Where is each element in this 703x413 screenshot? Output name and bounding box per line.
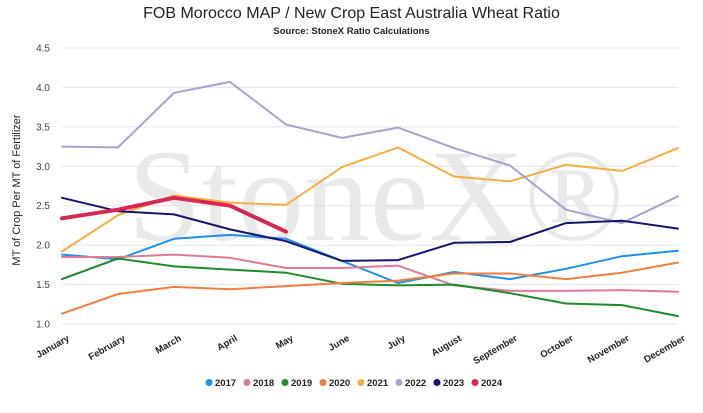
series-line-2024[interactable] (60, 195, 288, 234)
legend-label-2024[interactable]: 2024 (481, 378, 503, 389)
chart-subtitle: Source: StoneX Ratio Calculations (273, 26, 430, 37)
y-tick-label: 3.5 (36, 122, 50, 133)
x-tick-label: June (327, 333, 352, 354)
series-line-2022[interactable] (61, 80, 679, 225)
legend-marker-2020[interactable] (319, 379, 327, 386)
x-tick-label: September (471, 333, 519, 367)
y-axis-label: MT of Crop Per MT of Fertilizer (11, 114, 23, 266)
y-tick-label: 2.5 (36, 201, 50, 212)
x-tick-label: October (538, 333, 575, 361)
x-tick-label: August (430, 333, 465, 359)
legend[interactable]: 2017 2018 2019 2020 2021 2022 2023 2024 (205, 378, 503, 389)
y-tick-label: 1.5 (36, 280, 50, 291)
legend-marker-2022[interactable] (395, 379, 403, 386)
legend-marker-2023[interactable] (433, 379, 441, 386)
legend-label-2019[interactable]: 2019 (291, 378, 312, 389)
stonex-watermark: StoneX® (128, 122, 624, 269)
y-tick-label: 2.0 (36, 241, 50, 252)
y-tick-label: 3.0 (36, 162, 50, 173)
gridlines (62, 47, 678, 325)
legend-marker-2024[interactable] (471, 379, 479, 386)
legend-marker-2019[interactable] (281, 379, 289, 386)
legend-label-2017[interactable]: 2017 (215, 378, 236, 389)
series-line-2017[interactable] (61, 233, 679, 284)
x-tick-label: March (154, 333, 184, 357)
x-tick-label: February (87, 333, 128, 363)
legend-label-2022[interactable]: 2022 (405, 378, 426, 389)
x-tick-label: December (642, 333, 688, 366)
x-axis-ticks: January February March April May June July Augu… (34, 333, 687, 367)
series-line-2023[interactable] (61, 196, 679, 262)
legend-marker-2021[interactable] (357, 379, 365, 386)
chart-title: FOB Morocco MAP / New Crop East Australi… (143, 5, 560, 22)
series-line-2019[interactable] (61, 257, 679, 318)
legend-label-2020[interactable]: 2020 (329, 378, 350, 389)
legend-label-2018[interactable]: 2018 (253, 378, 274, 389)
series-line-2020[interactable] (61, 261, 679, 315)
x-tick-label: July (386, 333, 409, 352)
x-tick-label: April (215, 333, 239, 353)
y-tick-label: 1.0 (36, 320, 50, 331)
y-tick-label: 4.5 (36, 44, 50, 55)
series-lines (60, 80, 679, 318)
series-line-2018[interactable] (61, 253, 679, 293)
legend-marker-2017[interactable] (205, 379, 213, 386)
legend-label-2021[interactable]: 2021 (367, 378, 389, 389)
y-axis-ticks: 1.0 1.5 2.0 2.5 3.0 3.5 4.0 4.5 (36, 44, 50, 331)
legend-marker-2018[interactable] (243, 379, 251, 386)
y-tick-label: 4.0 (36, 83, 50, 94)
x-tick-label: May (274, 333, 296, 352)
x-tick-label: January (34, 333, 72, 361)
x-tick-label: November (586, 333, 632, 366)
watermark-text: StoneX® (128, 122, 624, 269)
legend-label-2023[interactable]: 2023 (443, 378, 464, 389)
